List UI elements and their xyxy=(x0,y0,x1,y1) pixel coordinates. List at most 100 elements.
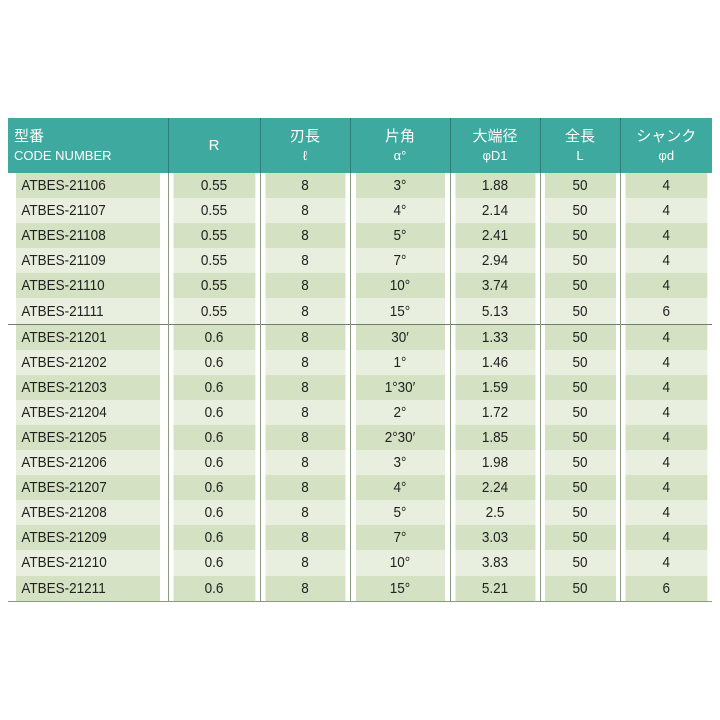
cell-large-end-diameter: 5.13 xyxy=(454,298,536,325)
cell-flute-length: 8 xyxy=(264,475,346,501)
cell-r: 0.6 xyxy=(172,525,256,551)
header-label: R xyxy=(208,137,220,154)
cell-half-angle: 4° xyxy=(354,475,445,501)
cell-large-end-diameter: 2.5 xyxy=(454,500,536,526)
table-row: ATBES-21201 0.6 8 30′ 1.33 50 4 xyxy=(8,323,712,350)
header-sublabel: ℓ xyxy=(302,147,308,163)
cell-code-number: ATBES-21208 xyxy=(16,500,160,526)
cell-half-angle: 30′ xyxy=(354,323,445,350)
cell-r: 0.55 xyxy=(172,298,256,325)
cell-r: 0.6 xyxy=(172,475,256,501)
table-row: ATBES-21202 0.6 8 1° 1.46 50 4 xyxy=(8,349,712,375)
cell-overall-length: 50 xyxy=(543,323,616,350)
cell-code-number: ATBES-21109 xyxy=(16,248,160,274)
cell-overall-length: 50 xyxy=(543,575,616,602)
cell-r: 0.6 xyxy=(172,399,256,425)
cell-flute-length: 8 xyxy=(264,575,346,602)
product-spec-table: 型番 CODE NUMBER R 刃長 ℓ 片角 α° 大端径 φD1 全長 L シャンク φd ATB… xyxy=(8,118,712,602)
cell-flute-length: 8 xyxy=(264,525,346,551)
cell-shank-diameter: 4 xyxy=(624,500,708,526)
table-row: ATBES-21209 0.6 8 7° 3.03 50 4 xyxy=(8,525,712,551)
cell-shank-diameter: 4 xyxy=(624,399,708,425)
cell-r: 0.6 xyxy=(172,500,256,526)
cell-large-end-diameter: 2.14 xyxy=(454,198,536,224)
header-sublabel: L xyxy=(576,147,584,163)
header-sublabel: CODE NUMBER xyxy=(14,147,112,163)
cell-flute-length: 8 xyxy=(264,349,346,375)
cell-shank-diameter: 6 xyxy=(624,575,708,602)
header-label: 刃長 xyxy=(289,127,320,145)
cell-half-angle: 3° xyxy=(354,173,445,199)
cell-flute-length: 8 xyxy=(264,298,346,325)
cell-flute-length: 8 xyxy=(264,500,346,526)
cell-large-end-diameter: 2.41 xyxy=(454,223,536,249)
header-shank-diameter: シャンク φd xyxy=(619,118,712,173)
cell-large-end-diameter: 1.33 xyxy=(454,323,536,350)
cell-flute-length: 8 xyxy=(264,173,346,199)
cell-flute-length: 8 xyxy=(264,223,346,249)
cell-large-end-diameter: 1.85 xyxy=(454,424,536,451)
table-row: ATBES-21109 0.55 8 7° 2.94 50 4 xyxy=(8,248,712,274)
cell-code-number: ATBES-21106 xyxy=(16,173,160,199)
cell-overall-length: 50 xyxy=(543,550,616,576)
cell-shank-diameter: 4 xyxy=(624,223,708,249)
header-sublabel: α° xyxy=(393,147,407,163)
table-row: ATBES-21207 0.6 8 4° 2.24 50 4 xyxy=(8,475,712,501)
cell-flute-length: 8 xyxy=(264,450,346,476)
cell-code-number: ATBES-21204 xyxy=(16,399,160,425)
cell-overall-length: 50 xyxy=(543,475,616,501)
cell-half-angle: 10° xyxy=(354,273,445,299)
header-row: 型番 CODE NUMBER R 刃長 ℓ 片角 α° 大端径 φD1 全長 L シャンク φd xyxy=(8,118,712,173)
cell-r: 0.6 xyxy=(172,349,256,375)
cell-large-end-diameter: 3.83 xyxy=(454,550,536,576)
cell-flute-length: 8 xyxy=(264,550,346,576)
cell-half-angle: 5° xyxy=(354,223,445,249)
cell-overall-length: 50 xyxy=(543,273,616,299)
cell-code-number: ATBES-21211 xyxy=(16,575,160,602)
cell-r: 0.6 xyxy=(172,450,256,476)
table-row: ATBES-21203 0.6 8 1°30′ 1.59 50 4 xyxy=(8,374,712,400)
table-row: ATBES-21206 0.6 8 3° 1.98 50 4 xyxy=(8,450,712,476)
cell-r: 0.6 xyxy=(172,550,256,576)
table-row: ATBES-21106 0.55 8 3° 1.88 50 4 xyxy=(8,173,712,199)
cell-overall-length: 50 xyxy=(543,399,616,425)
cell-large-end-diameter: 5.21 xyxy=(454,575,536,602)
header-large-end-diameter: 大端径 φD1 xyxy=(449,118,540,173)
cell-flute-length: 8 xyxy=(264,424,346,451)
cell-large-end-diameter: 1.98 xyxy=(454,450,536,476)
cell-half-angle: 1° xyxy=(354,349,445,375)
table-row: ATBES-21205 0.6 8 2°30′ 1.85 50 4 xyxy=(8,424,712,451)
cell-shank-diameter: 6 xyxy=(624,298,708,325)
cell-half-angle: 1°30′ xyxy=(354,374,445,400)
header-half-angle: 片角 α° xyxy=(349,118,450,173)
cell-large-end-diameter: 1.46 xyxy=(454,349,536,375)
cell-half-angle: 3° xyxy=(354,450,445,476)
cell-code-number: ATBES-21207 xyxy=(16,475,160,501)
header-label: 全長 xyxy=(564,127,595,145)
cell-large-end-diameter: 2.94 xyxy=(454,248,536,274)
cell-flute-length: 8 xyxy=(264,198,346,224)
cell-shank-diameter: 4 xyxy=(624,525,708,551)
cell-code-number: ATBES-21202 xyxy=(16,349,160,375)
cell-code-number: ATBES-21205 xyxy=(16,424,160,451)
header-sublabel: φD1 xyxy=(482,147,508,163)
cell-shank-diameter: 4 xyxy=(624,374,708,400)
cell-shank-diameter: 4 xyxy=(624,248,708,274)
table-row: ATBES-21210 0.6 8 10° 3.83 50 4 xyxy=(8,550,712,576)
table-row: ATBES-21208 0.6 8 5° 2.5 50 4 xyxy=(8,500,712,526)
cell-code-number: ATBES-21107 xyxy=(16,198,160,224)
cell-shank-diameter: 4 xyxy=(624,273,708,299)
cell-code-number: ATBES-21111 xyxy=(16,298,160,325)
cell-code-number: ATBES-21201 xyxy=(16,323,160,350)
cell-large-end-diameter: 3.03 xyxy=(454,525,536,551)
cell-large-end-diameter: 1.88 xyxy=(454,173,536,199)
cell-code-number: ATBES-21110 xyxy=(16,273,160,299)
cell-half-angle: 5° xyxy=(354,500,445,526)
cell-shank-diameter: 4 xyxy=(624,173,708,199)
cell-shank-diameter: 4 xyxy=(624,198,708,224)
table-row: ATBES-21110 0.55 8 10° 3.74 50 4 xyxy=(8,273,712,299)
cell-overall-length: 50 xyxy=(543,424,616,451)
cell-overall-length: 50 xyxy=(543,173,616,199)
cell-shank-diameter: 4 xyxy=(624,475,708,501)
header-code-number: 型番 CODE NUMBER xyxy=(8,118,168,173)
